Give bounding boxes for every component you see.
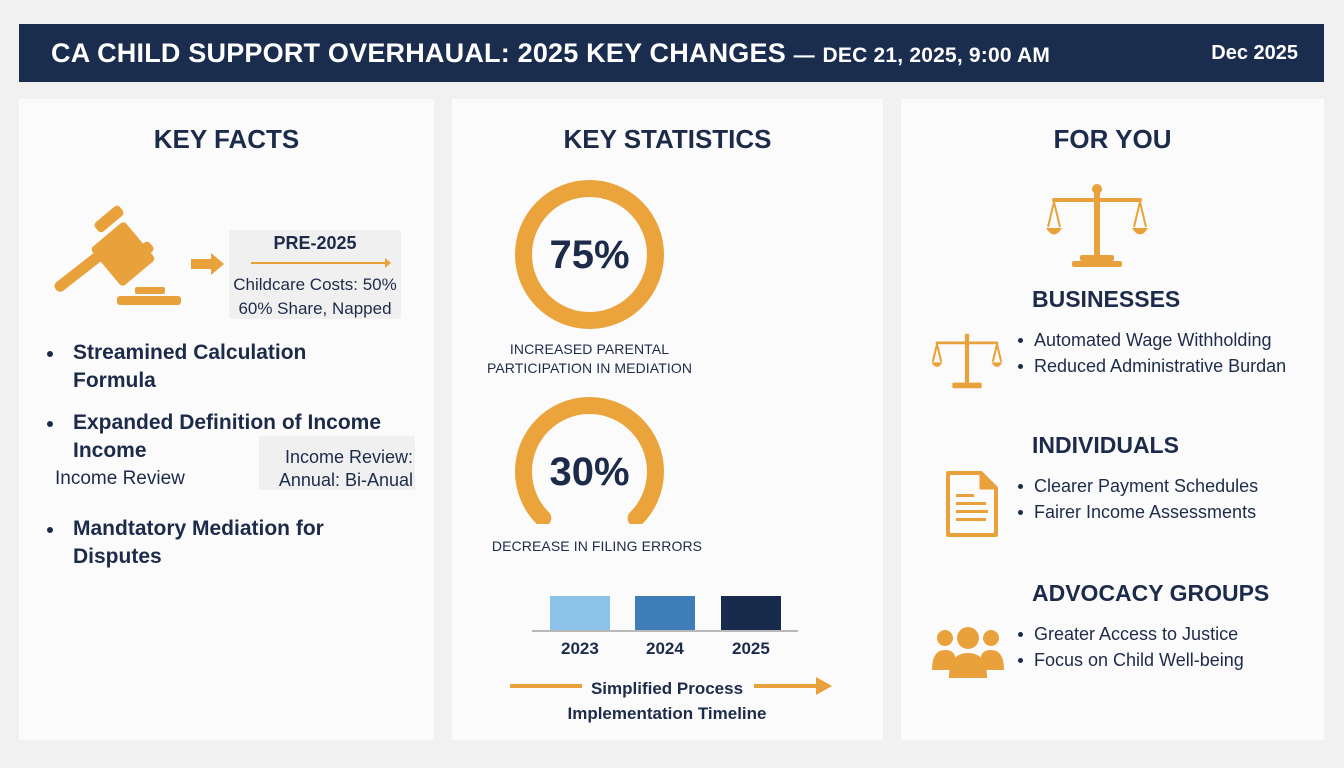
timeline-caption-line2: Implementation Timeline bbox=[567, 704, 767, 723]
pre-2025-box: PRE-2025 Childcare Costs: 50% 60% Share,… bbox=[229, 230, 401, 319]
individuals-title: INDIVIDUALS bbox=[1032, 432, 1179, 458]
timeline-arrow-icon bbox=[754, 677, 832, 695]
stat1-label: INCREASED PARENTAL PARTICIPATION IN MEDI… bbox=[482, 340, 697, 378]
fact-bullet-1-line2: Formula bbox=[73, 369, 156, 392]
income-review-line2: Annual: Bi-Anual bbox=[278, 470, 413, 490]
income-review-box: Income Review: Annual: Bi-Anual bbox=[259, 436, 415, 490]
advocacy-groups-title: ADVOCACY GROUPS bbox=[1032, 580, 1270, 606]
list-item: Fairer Income Assessments bbox=[1016, 499, 1258, 525]
list-item: Clearer Payment Schedules bbox=[1016, 473, 1258, 499]
pre-2025-line2: 60% Share, Napped bbox=[238, 299, 392, 318]
fact-bullet-1: Streamined Calculation Formula bbox=[47, 339, 306, 395]
stat2-ring-fill bbox=[515, 397, 664, 524]
pre-2025-divider bbox=[251, 258, 391, 268]
year-label-2023: 2023 bbox=[561, 639, 599, 658]
list-item: Focus on Child Well-being bbox=[1016, 647, 1244, 673]
bullet-dot bbox=[47, 527, 53, 533]
stat2-label: DECREASE IN FILING ERRORS bbox=[491, 538, 703, 554]
title-text: CA CHILD SUPPORT OVERHAUAL: 2025 KEY CHA… bbox=[51, 37, 786, 68]
year-label-2024: 2024 bbox=[646, 639, 684, 658]
timeline-caption-line1: Simplified Process bbox=[590, 679, 744, 698]
scales-icon bbox=[931, 333, 1003, 389]
arrow-right-icon bbox=[191, 253, 224, 275]
stat2-ring: 30% bbox=[515, 397, 664, 524]
bullet-dot bbox=[47, 421, 53, 427]
key-statistics-panel: KEY STATISTICS 75% INCREASED PARENTAL PA… bbox=[452, 99, 883, 740]
stat1-ring-fill bbox=[515, 180, 664, 329]
fact-bullet-1-line1: Streamined Calculation bbox=[73, 341, 307, 364]
year-bar-2025 bbox=[721, 596, 781, 631]
businesses-list: Automated Wage Withholding Reduced Admin… bbox=[1016, 327, 1286, 379]
stat2-value: 30% bbox=[549, 450, 629, 494]
income-review-label: Income Review bbox=[55, 468, 185, 489]
fact-bullet-3-line1: Mandtatory Mediation for bbox=[73, 517, 324, 540]
fact-bullet-3: Mandtatory Mediation for Disputes bbox=[47, 515, 324, 571]
list-item: Greater Access to Justice bbox=[1016, 621, 1244, 647]
businesses-title: BUSINESSES bbox=[1032, 286, 1181, 312]
scales-of-justice-icon bbox=[1046, 184, 1148, 267]
fact-bullet-2-line1: Expanded Definition of Income bbox=[73, 411, 382, 434]
key-facts-heading: KEY FACTS bbox=[153, 124, 300, 154]
fact-bullet-3-line2: Disputes bbox=[73, 545, 162, 568]
timeline-line-left bbox=[510, 684, 582, 688]
gavel-icon bbox=[54, 205, 181, 305]
year-bar-2024 bbox=[635, 596, 695, 631]
advocacy-groups-list: Greater Access to Justice Focus on Child… bbox=[1016, 621, 1244, 673]
key-statistics-heading: KEY STATISTICS bbox=[563, 124, 772, 154]
people-group-icon bbox=[932, 627, 1004, 678]
year-bar-2023 bbox=[550, 596, 610, 631]
fact-bullet-2: Expanded Definition of Income Income bbox=[47, 409, 381, 465]
for-you-heading: FOR YOU bbox=[1053, 124, 1172, 154]
timeline-caption: Simplified Process Implementation Timeli… bbox=[562, 676, 772, 726]
title-separator: — bbox=[793, 43, 815, 67]
document-icon bbox=[946, 471, 998, 537]
header-banner: CA CHILD SUPPORT OVERHAUAL: 2025 KEY CHA… bbox=[19, 24, 1324, 82]
list-item: Reduced Administrative Burdan bbox=[1016, 353, 1286, 379]
stat1-value: 75% bbox=[549, 233, 629, 277]
bullet-dot bbox=[47, 351, 53, 357]
income-review-line1: Income Review: bbox=[284, 447, 413, 467]
list-item: Automated Wage Withholding bbox=[1016, 327, 1286, 353]
for-you-panel: FOR YOU BUSINESSES Automated Wage Withho… bbox=[901, 99, 1324, 740]
bar-axis bbox=[532, 630, 798, 632]
year-label-2025: 2025 bbox=[732, 639, 770, 658]
page-title: CA CHILD SUPPORT OVERHAUAL: 2025 KEY CHA… bbox=[51, 38, 1050, 69]
pre-2025-title: PRE-2025 bbox=[273, 233, 357, 253]
key-facts-panel: KEY FACTS PRE-2025 Childcare Costs: 50% … bbox=[19, 99, 434, 740]
stat1-label-line1: INCREASED PARENTAL bbox=[509, 341, 670, 357]
individuals-list: Clearer Payment Schedules Fairer Income … bbox=[1016, 473, 1258, 525]
pre-2025-line1: Childcare Costs: 50% bbox=[233, 275, 397, 294]
stat1-ring: 75% bbox=[515, 180, 664, 329]
header-date: Dec 2025 bbox=[1211, 41, 1298, 64]
title-timestamp: DEC 21, 2025, 9:00 AM bbox=[822, 43, 1051, 67]
fact-bullet-2-line2: Income bbox=[73, 439, 147, 462]
stat1-label-line2: PARTICIPATION IN MEDIATION bbox=[486, 360, 693, 376]
